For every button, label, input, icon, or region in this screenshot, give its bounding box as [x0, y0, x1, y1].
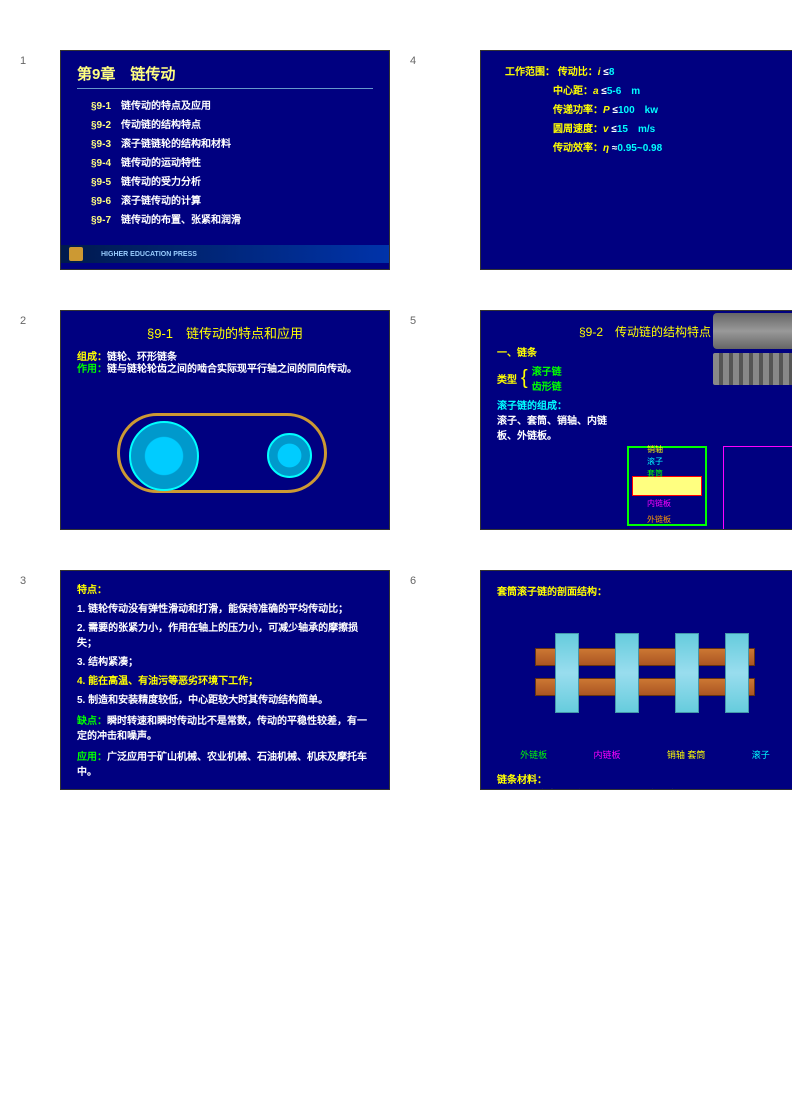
table-of-contents: §9-1 链传动的特点及应用 §9-2 传动链的结构特点 §9-3 滚子链链轮的…	[91, 97, 373, 230]
chapter-title: 第9章 链传动	[77, 63, 373, 89]
slide-number: 5	[410, 310, 460, 530]
slide-number: 1	[20, 50, 40, 270]
chain-diagram	[77, 385, 373, 515]
slide-5: §9-2 传动链的结构特点 一、链条 类型 { 滚子链 齿形链 滚子链的组成： …	[480, 310, 792, 530]
slide-number: 6	[410, 570, 460, 790]
roller-chain-photo	[713, 313, 792, 349]
footer-text: HIGHER EDUCATION PRESS	[101, 251, 197, 258]
slide-footer: HIGHER EDUCATION PRESS	[61, 245, 389, 263]
chain-3d-diagram	[515, 618, 775, 728]
slide-2: §9-1 链传动的特点和应用 组成：链轮、环形链条 作用：链与链轮轮齿之间的啮合…	[60, 310, 390, 530]
slide-number: 4	[410, 50, 460, 270]
chain-structure-diagram: 销轴 滚子 套筒 内链板 外链板	[497, 446, 792, 530]
slide-1: 第9章 链传动 §9-1 链传动的特点及应用 §9-2 传动链的结构特点 §9-…	[60, 50, 390, 270]
silent-chain-photo	[713, 353, 792, 385]
diagram-labels: 外链板 内链板 销轴 套筒 滚子	[497, 748, 792, 761]
slide-4: 工作范围： 传动比：i ≤8 中心距：a ≤5-6 m 传递功率：P ≤100 …	[480, 50, 792, 270]
slide-3: 特点： 1. 链轮传动没有弹性滑动和打滑，能保持准确的平均传动比； 2. 需要的…	[60, 570, 390, 790]
gear-icon	[69, 247, 83, 261]
slide-number: 2	[20, 310, 40, 530]
slide-number: 3	[20, 570, 40, 790]
section-title: §9-1 链传动的特点和应用	[77, 323, 373, 342]
slide-6: 套筒滚子链的剖面结构： 外链板 内链板 销轴 套筒 滚子 链条材料： 碳素钢或合…	[480, 570, 792, 790]
